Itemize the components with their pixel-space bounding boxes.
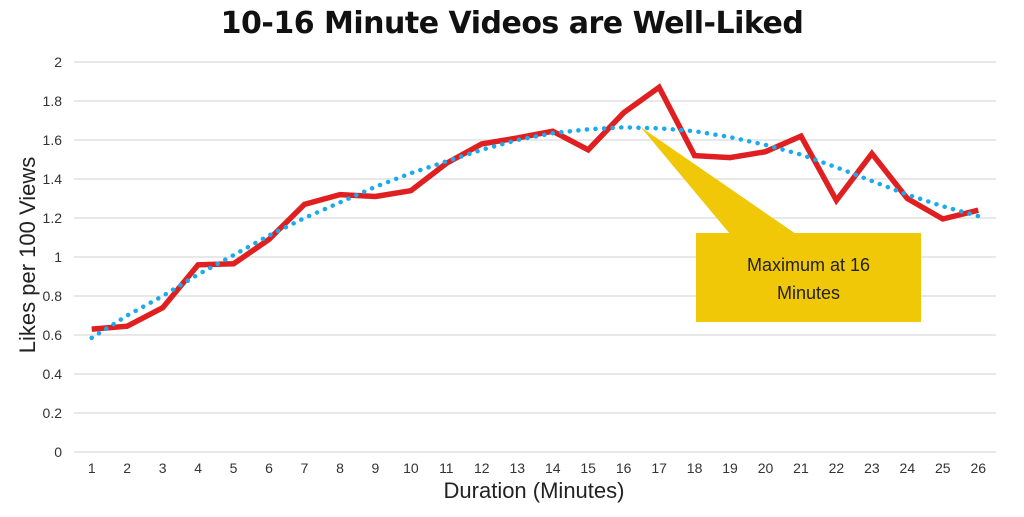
callout-label: Maximum at 16 Minutes (696, 251, 921, 307)
y-tick-label: 1.6 (43, 132, 63, 148)
x-tick-label: 17 (651, 460, 667, 476)
x-tick-label: 10 (403, 460, 419, 476)
x-tick-label: 14 (545, 460, 561, 476)
x-tick-label: 24 (900, 460, 916, 476)
x-tick-label: 12 (474, 460, 490, 476)
x-tick-label: 18 (687, 460, 703, 476)
x-tick-label: 11 (439, 460, 454, 476)
x-tick-label: 3 (159, 460, 167, 476)
y-tick-label: 1.8 (43, 93, 63, 109)
x-tick-label: 21 (793, 460, 809, 476)
x-tick-label: 6 (265, 460, 273, 476)
x-tick-label: 5 (230, 460, 238, 476)
x-tick-label: 20 (758, 460, 774, 476)
y-tick-label: 0 (54, 444, 62, 460)
callout-box (696, 233, 921, 322)
y-tick-label: 1 (54, 249, 62, 265)
callout-line-2: Minutes (776, 283, 841, 303)
x-axis-label: Duration (Minutes) (443, 478, 625, 503)
y-tick-label: 0.8 (43, 288, 63, 304)
x-tick-label: 22 (829, 460, 845, 476)
x-tick-label: 16 (616, 460, 632, 476)
x-tick-label: 19 (722, 460, 738, 476)
y-tick-label: 0.4 (43, 366, 63, 382)
x-tick-label: 1 (88, 460, 96, 476)
y-tick-label: 0.6 (43, 327, 63, 343)
chart-title: 10-16 Minute Videos are Well-Liked (220, 6, 804, 41)
y-axis-label: Likes per 100 Views (15, 156, 40, 354)
x-tick-label: 8 (336, 460, 344, 476)
y-tick-label: 1.4 (43, 171, 63, 187)
x-tick-label: 25 (935, 460, 951, 476)
x-tick-label: 2 (123, 460, 131, 476)
x-tick-label: 23 (864, 460, 880, 476)
trendline (89, 125, 981, 341)
callout-pointer (640, 127, 796, 234)
x-tick-label: 26 (970, 460, 986, 476)
x-tick-label: 13 (509, 460, 525, 476)
x-tick-label: 15 (580, 460, 596, 476)
callout-line-1: Maximum at 16 (746, 255, 871, 275)
y-tick-label: 2 (54, 54, 62, 70)
x-tick-label: 9 (372, 460, 380, 476)
y-tick-label: 0.2 (43, 405, 63, 421)
x-tick-label: 4 (194, 460, 202, 476)
x-tick-label: 7 (301, 460, 309, 476)
y-tick-label: 1.2 (43, 210, 63, 226)
